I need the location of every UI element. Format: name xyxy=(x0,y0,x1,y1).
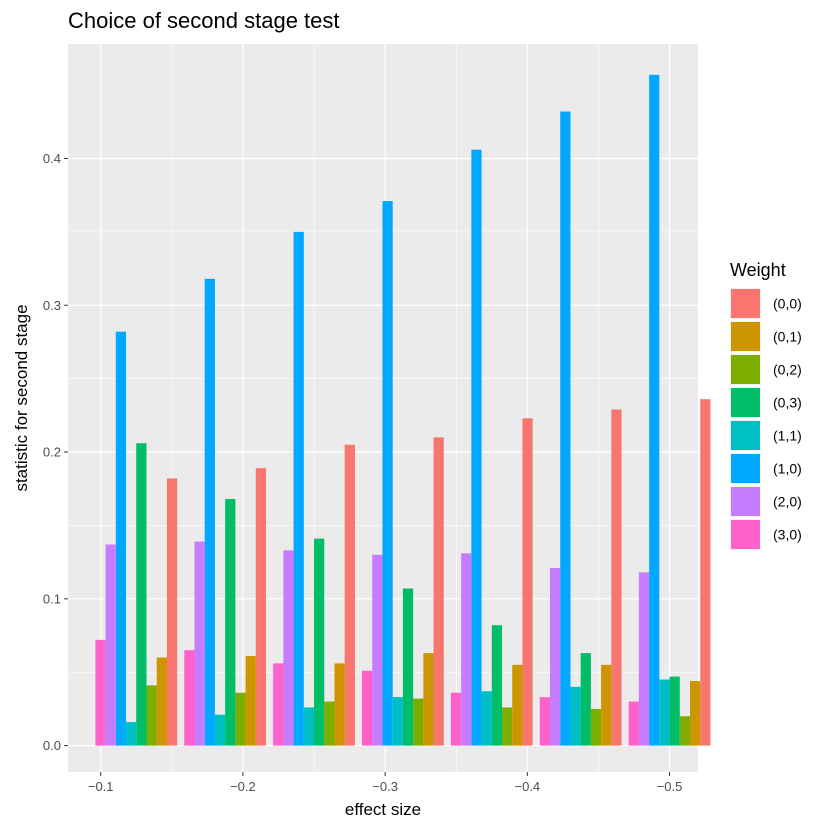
legend-swatch xyxy=(731,454,760,483)
legend-label: (1,1) xyxy=(773,428,802,444)
bar xyxy=(225,499,236,746)
bar xyxy=(235,692,246,746)
bar xyxy=(649,74,660,746)
bar xyxy=(255,468,267,746)
x-tick-label: −0.3 xyxy=(372,779,398,794)
bar xyxy=(362,670,373,746)
bars xyxy=(95,74,711,746)
x-axis: −0.1 −0.2 −0.3 −0.4 −0.5 xyxy=(88,772,683,794)
bar xyxy=(95,639,106,746)
bar xyxy=(491,625,503,746)
bar xyxy=(502,707,513,746)
bar xyxy=(303,707,315,746)
bar xyxy=(382,201,393,746)
x-tick-label: −0.2 xyxy=(230,779,256,794)
y-tick-label: 0.0 xyxy=(43,738,61,753)
bar xyxy=(471,149,482,746)
bar xyxy=(560,111,571,746)
legend-swatch xyxy=(731,421,760,450)
chart-title: Choice of second stage test xyxy=(68,8,340,33)
bar xyxy=(334,663,345,746)
x-tick-label: −0.5 xyxy=(657,779,683,794)
bar xyxy=(392,697,403,746)
legend-swatch xyxy=(731,520,760,549)
bar xyxy=(146,685,157,746)
legend-label: (2,0) xyxy=(773,494,802,510)
legend-swatch xyxy=(731,289,760,318)
bar xyxy=(433,437,444,746)
bar xyxy=(461,553,472,746)
legend-label: (0,1) xyxy=(773,329,802,345)
bar xyxy=(105,544,116,746)
bar xyxy=(184,650,195,746)
legend-label: (3,0) xyxy=(773,527,802,543)
bar xyxy=(245,656,256,746)
bar xyxy=(115,331,127,746)
bar xyxy=(204,278,215,746)
y-axis-title: statistic for second stage xyxy=(12,304,31,491)
bar xyxy=(690,681,701,746)
legend: Weight (0,0) (0,1) (0,2) (0,3) (1,1) (1,0) (2,… xyxy=(730,260,802,550)
x-axis-title: effect size xyxy=(345,800,421,819)
bar xyxy=(590,708,602,746)
bar xyxy=(273,663,284,746)
bar xyxy=(601,664,612,746)
legend-swatch xyxy=(731,487,760,516)
bar xyxy=(194,541,205,746)
legend-title: Weight xyxy=(730,260,786,280)
bar xyxy=(481,691,492,746)
bar xyxy=(423,653,434,746)
x-tick-label: −0.4 xyxy=(515,779,541,794)
legend-swatch xyxy=(731,322,760,351)
y-tick-label: 0.3 xyxy=(43,298,61,313)
legend-label: (1,0) xyxy=(773,461,802,477)
bar xyxy=(166,478,178,746)
bar xyxy=(293,231,304,746)
bar xyxy=(136,443,147,746)
bar xyxy=(214,714,226,746)
bar xyxy=(126,722,137,746)
legend-swatch xyxy=(731,388,760,417)
y-tick-label: 0.4 xyxy=(43,151,61,166)
x-tick-label: −0.1 xyxy=(88,779,114,794)
legend-label: (0,0) xyxy=(773,296,802,312)
legend-label: (0,2) xyxy=(773,362,802,378)
bar xyxy=(659,679,670,746)
bar xyxy=(628,701,639,746)
bar xyxy=(450,692,462,746)
bar xyxy=(283,550,294,746)
bar xyxy=(156,657,167,746)
bar xyxy=(344,444,355,746)
bar xyxy=(550,567,561,746)
bar xyxy=(512,664,523,746)
bar xyxy=(522,418,533,746)
bar xyxy=(539,697,551,746)
bar xyxy=(570,686,581,746)
legend-swatch xyxy=(731,355,760,384)
bar xyxy=(679,716,691,746)
bar xyxy=(324,701,335,746)
bar xyxy=(413,698,424,746)
bar xyxy=(402,588,414,746)
y-tick-label: 0.2 xyxy=(43,445,61,460)
bar xyxy=(580,653,591,746)
bar xyxy=(669,676,680,746)
y-axis: 0.0 0.1 0.2 0.3 0.4 xyxy=(43,151,68,753)
bar xyxy=(372,554,383,746)
bar xyxy=(611,409,622,746)
bar xyxy=(314,538,325,746)
bar xyxy=(638,572,650,746)
bar xyxy=(700,399,711,746)
legend-label: (0,3) xyxy=(773,395,802,411)
y-tick-label: 0.1 xyxy=(43,591,61,606)
